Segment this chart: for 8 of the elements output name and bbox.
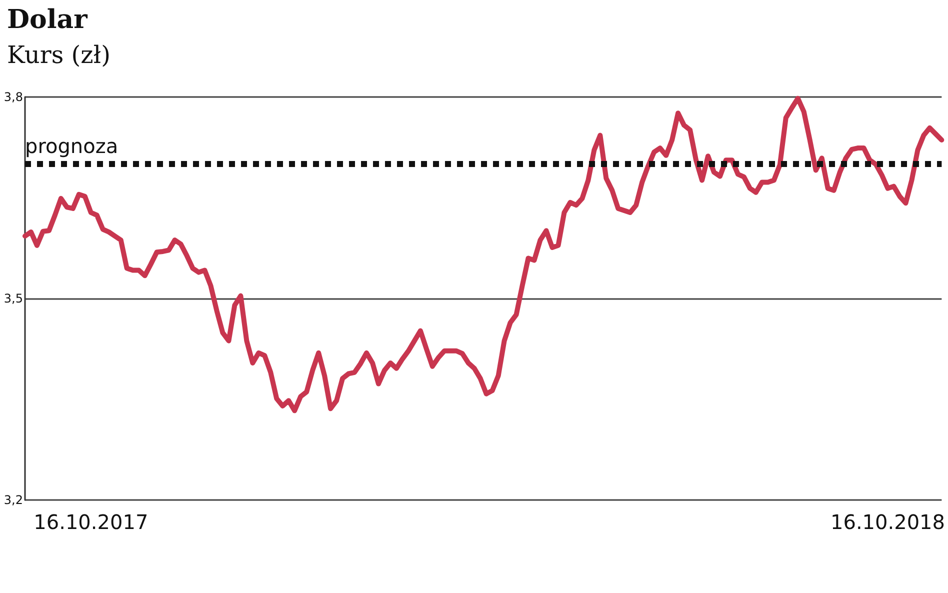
x-tick-label: 16.10.2017 — [34, 510, 148, 534]
y-tick-label: 3,2 — [4, 493, 23, 507]
chart-title: Dolar — [7, 5, 88, 35]
y-tick-label: 3,5 — [4, 292, 23, 306]
y-tick-label: 3,8 — [4, 90, 23, 104]
ref-line-label: prognoza — [25, 134, 118, 158]
chart-subtitle: Kurs (zł) — [7, 41, 110, 69]
x-tick-label: 16.10.2018 — [830, 510, 945, 534]
